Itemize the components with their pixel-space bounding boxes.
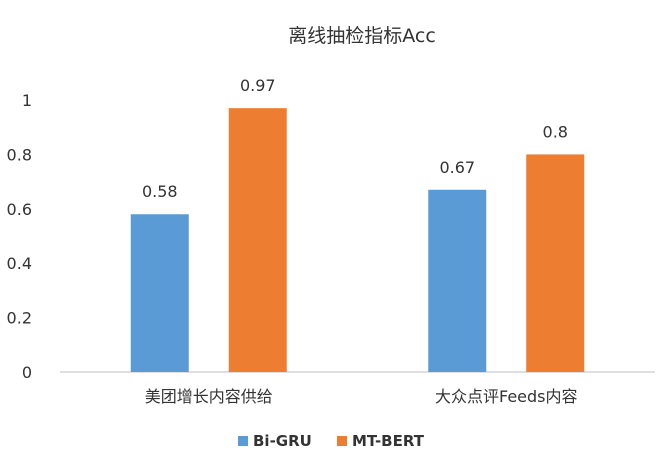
bar-bi-gru [130, 214, 189, 372]
y-axis: 0 0.2 0.4 0.6 0.8 1 [7, 91, 32, 382]
data-label: 0.67 [439, 158, 475, 177]
chart-title: 离线抽检指标Acc [288, 25, 436, 47]
legend-swatch [337, 436, 347, 446]
y-tick-label: 0.8 [7, 145, 32, 164]
y-tick-label: 0.4 [7, 254, 32, 273]
data-labels: 0.58 0.97 0.67 0.8 [142, 76, 568, 201]
bar-mt-bert [526, 154, 585, 372]
x-axis: 美团增长内容供给 大众点评Feeds内容 [60, 371, 655, 406]
legend: Bi-GRU MT-BERT [238, 432, 425, 450]
y-tick-label: 0.6 [7, 200, 32, 219]
y-tick-label: 0.2 [7, 309, 32, 328]
legend-swatch [238, 436, 248, 446]
data-label: 0.8 [543, 122, 568, 141]
legend-label: Bi-GRU [253, 432, 312, 450]
bars [130, 108, 585, 372]
data-label: 0.97 [240, 76, 276, 95]
y-tick-label: 1 [22, 91, 32, 110]
data-label: 0.58 [142, 182, 178, 201]
bar-mt-bert [228, 108, 287, 372]
x-tick-label: 大众点评Feeds内容 [435, 387, 578, 406]
legend-label: MT-BERT [352, 432, 425, 450]
y-tick-label: 0 [22, 363, 32, 382]
bar-bi-gru [428, 189, 487, 372]
x-tick-label: 美团增长内容供给 [145, 387, 273, 406]
